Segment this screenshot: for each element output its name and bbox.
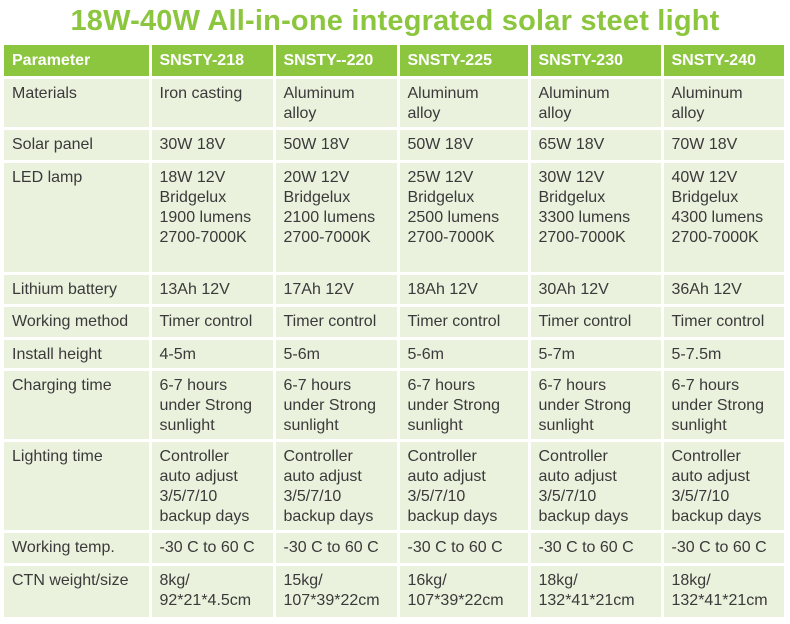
- table-cell: -30 C to 60 C: [527, 530, 662, 565]
- table-cell: 15kg/ 107*39*22cm: [272, 563, 398, 617]
- table-cell: 18kg/ 132*41*21cm: [660, 563, 784, 617]
- table-cell: Aluminum alloy: [396, 76, 529, 129]
- table-row-working-temp: Working temp. -30 C to 60 C -30 C to 60 …: [4, 530, 784, 565]
- table-cell: 5-6m: [272, 337, 398, 370]
- table-cell: -30 C to 60 C: [660, 530, 784, 565]
- table-cell: Timer control: [272, 304, 398, 339]
- table-row-materials: Materials Iron casting Aluminum alloy Al…: [4, 76, 784, 129]
- table-cell: 70W 18V: [660, 127, 784, 162]
- table-cell: 18kg/ 132*41*21cm: [527, 563, 662, 617]
- row-label: Lighting time: [4, 439, 150, 532]
- table-cell: Timer control: [527, 304, 662, 339]
- table-cell: -30 C to 60 C: [272, 530, 398, 565]
- table-cell: 8kg/ 92*21*4.5cm: [148, 563, 274, 617]
- table-cell: 25W 12V Bridgelux 2500 lumens 2700-7000K: [396, 160, 529, 274]
- table-cell: 6-7 hours under Strong sunlight: [396, 368, 529, 441]
- table-cell: 6-7 hours under Strong sunlight: [660, 368, 784, 441]
- table-cell: 5-7.5m: [660, 337, 784, 370]
- row-label: Charging time: [4, 368, 150, 441]
- table-row-working-method: Working method Timer control Timer contr…: [4, 304, 784, 339]
- row-label: Materials: [4, 76, 150, 129]
- header-model-240: SNSTY-240: [660, 45, 784, 78]
- header-model-225: SNSTY-225: [396, 45, 529, 78]
- header-model-220: SNSTY--220: [272, 45, 398, 78]
- table-row-lithium-battery: Lithium battery 13Ah 12V 17Ah 12V 18Ah 1…: [4, 272, 784, 306]
- table-cell: -30 C to 60 C: [396, 530, 529, 565]
- table-cell: 5-7m: [527, 337, 662, 370]
- table-cell: 30W 18V: [148, 127, 274, 162]
- table-cell: 18W 12V Bridgelux 1900 lumens 2700-7000K: [148, 160, 274, 274]
- spec-table: Parameter SNSTY-218 SNSTY--220 SNSTY-225…: [4, 45, 784, 617]
- table-cell: 20W 12V Bridgelux 2100 lumens 2700-7000K: [272, 160, 398, 274]
- table-cell: 16kg/ 107*39*22cm: [396, 563, 529, 617]
- row-label: LED lamp: [4, 160, 150, 274]
- table-cell: Timer control: [396, 304, 529, 339]
- table-cell: 6-7 hours under Strong sunlight: [148, 368, 274, 441]
- table-cell: 40W 12V Bridgelux 4300 lumens 2700-7000K: [660, 160, 784, 274]
- row-label: Install height: [4, 337, 150, 370]
- row-label: Lithium battery: [4, 272, 150, 306]
- table-row-solar-panel: Solar panel 30W 18V 50W 18V 50W 18V 65W …: [4, 127, 784, 162]
- table-cell: 50W 18V: [396, 127, 529, 162]
- table-cell: 65W 18V: [527, 127, 662, 162]
- table-row-charging-time: Charging time 6-7 hours under Strong sun…: [4, 368, 784, 441]
- table-cell: 50W 18V: [272, 127, 398, 162]
- table-row-ctn-weight-size: CTN weight/size 8kg/ 92*21*4.5cm 15kg/ 1…: [4, 563, 784, 617]
- table-cell: Controller auto adjust 3/5/7/10 backup d…: [527, 439, 662, 532]
- header-model-230: SNSTY-230: [527, 45, 662, 78]
- table-row-install-height: Install height 4-5m 5-6m 5-6m 5-7m 5-7.5…: [4, 337, 784, 370]
- header-parameter: Parameter: [4, 45, 150, 78]
- table-cell: Iron casting: [148, 76, 274, 129]
- table-cell: Aluminum alloy: [660, 76, 784, 129]
- row-label: Working method: [4, 304, 150, 339]
- row-label: Working temp.: [4, 530, 150, 565]
- table-cell: 6-7 hours under Strong sunlight: [272, 368, 398, 441]
- table-cell: 5-6m: [396, 337, 529, 370]
- table-cell: 30Ah 12V: [527, 272, 662, 306]
- table-cell: Controller auto adjust 3/5/7/10 backup d…: [660, 439, 784, 532]
- table-row-led-lamp: LED lamp 18W 12V Bridgelux 1900 lumens 2…: [4, 160, 784, 274]
- header-model-218: SNSTY-218: [148, 45, 274, 78]
- table-cell: Controller auto adjust 3/5/7/10 backup d…: [272, 439, 398, 532]
- table-cell: -30 C to 60 C: [148, 530, 274, 565]
- table-cell: 13Ah 12V: [148, 272, 274, 306]
- table-cell: 36Ah 12V: [660, 272, 784, 306]
- table-cell: Timer control: [660, 304, 784, 339]
- table-cell: Controller auto adjust 3/5/7/10 backup d…: [148, 439, 274, 532]
- table-cell: 18Ah 12V: [396, 272, 529, 306]
- page-title: 18W-40W All-in-one integrated solar stee…: [70, 5, 720, 37]
- table-row-lighting-time: Lighting time Controller auto adjust 3/5…: [4, 439, 784, 532]
- row-label: Solar panel: [4, 127, 150, 162]
- table-cell: Controller auto adjust 3/5/7/10 backup d…: [396, 439, 529, 532]
- table-cell: 6-7 hours under Strong sunlight: [527, 368, 662, 441]
- table-cell: Aluminum alloy: [527, 76, 662, 129]
- table-cell: 30W 12V Bridgelux 3300 lumens 2700-7000K: [527, 160, 662, 274]
- table-cell: 17Ah 12V: [272, 272, 398, 306]
- table-cell: 4-5m: [148, 337, 274, 370]
- row-label: CTN weight/size: [4, 563, 150, 617]
- table-cell: Aluminum alloy: [272, 76, 398, 129]
- header-row: Parameter SNSTY-218 SNSTY--220 SNSTY-225…: [4, 45, 784, 78]
- table-cell: Timer control: [148, 304, 274, 339]
